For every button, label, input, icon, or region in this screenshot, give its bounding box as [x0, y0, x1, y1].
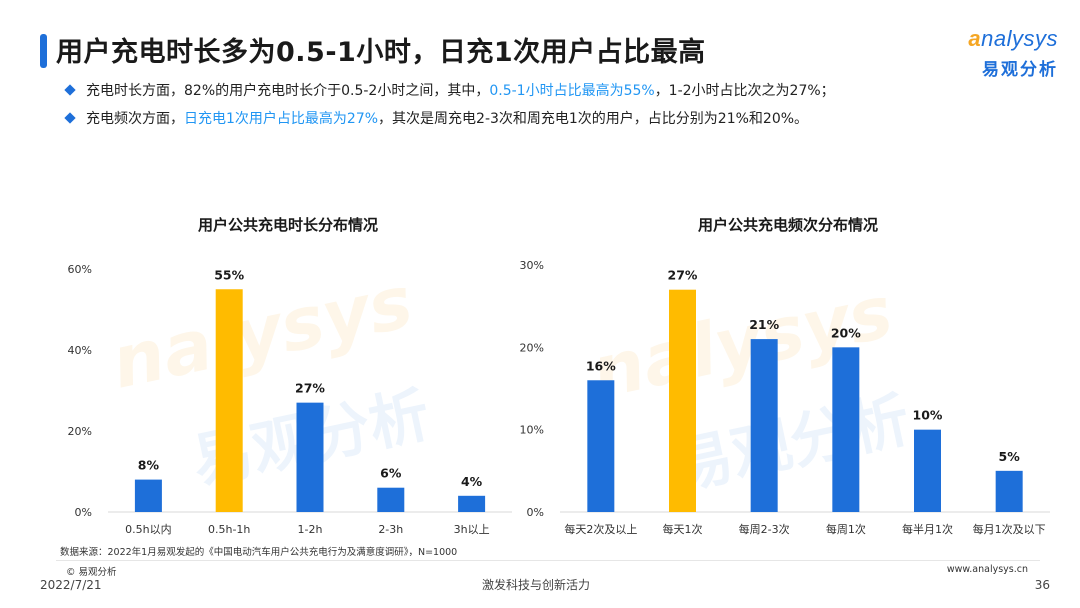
bullet-duration: 充电时长方面，82%的用户充电时长介于0.5-2小时之间，其中，0.5-1小时占…	[64, 80, 835, 100]
y-tick-label: 60%	[68, 263, 92, 276]
website-link[interactable]: www.analysys.cn	[946, 564, 1028, 575]
data-label: 8%	[138, 458, 160, 473]
logo-en: analysys	[968, 26, 1058, 51]
bar-frequency-4	[914, 429, 941, 512]
bar-frequency-1	[669, 289, 696, 512]
y-tick-label: 0%	[75, 506, 92, 519]
data-label: 21%	[749, 317, 779, 332]
bar-frequency-3	[832, 347, 860, 512]
x-category-label: 3h以上	[454, 523, 490, 536]
data-source-note: 数据来源：2022年1月易观发起的《中国电动汽车用户公共充电行为及满意度调研》，…	[60, 547, 458, 558]
chart-duration: 0% 20% 40% 60% 8% 0.5h以内 55% 0.5h-1h 27% 1-2h 6% 2-…	[68, 263, 512, 536]
x-category-label: 每半月1次	[902, 522, 953, 536]
chart-title-duration: 用户公共充电时长分布情况	[198, 216, 379, 234]
data-label: 27%	[668, 268, 698, 283]
y-tick-label: 30%	[520, 259, 544, 272]
bar-frequency-2	[750, 339, 778, 512]
chart-title-frequency: 用户公共充电频次分布情况	[698, 216, 879, 234]
title-accent-bar	[40, 34, 47, 68]
page-number: 36	[1034, 578, 1050, 592]
bar-frequency-0	[587, 380, 615, 512]
bar-duration-1	[215, 289, 243, 512]
y-tick-label: 20%	[520, 341, 544, 354]
slogan: 激发科技与创新活力	[482, 578, 591, 592]
bar-duration-0	[134, 479, 162, 512]
analysys-logo: analysys 易观分析	[950, 26, 1058, 80]
data-label: 10%	[913, 408, 943, 423]
data-label: 16%	[586, 358, 616, 373]
x-category-label: 每天2次及以上	[564, 522, 637, 536]
bar-duration-4	[458, 495, 486, 512]
x-category-label: 1-2h	[298, 523, 323, 536]
x-category-label: 每周2-3次	[739, 522, 790, 536]
logo-cn: 易观分析	[982, 60, 1058, 80]
data-label: 6%	[380, 466, 402, 481]
bar-duration-2	[296, 402, 324, 512]
x-category-label: 每周1次	[826, 522, 866, 536]
bar-duration-3	[377, 487, 405, 512]
page-title: 用户充电时长多为0.5-1小时，日充1次用户占比最高	[56, 37, 706, 68]
footer-divider	[56, 560, 1040, 561]
data-label: 20%	[831, 325, 861, 340]
x-category-label: 每天1次	[663, 522, 703, 536]
y-tick-label: 20%	[68, 425, 92, 438]
chart-frequency: 0% 10% 20% 30% 16% 每天2次及以上 27% 每天1次 21% 每周2-3次 20%…	[520, 259, 1050, 536]
y-tick-label: 10%	[520, 424, 544, 437]
x-category-label: 0.5h以内	[125, 522, 171, 536]
y-tick-label: 40%	[68, 344, 92, 357]
copyright: © 易观分析	[66, 567, 117, 578]
data-label: 27%	[295, 381, 325, 396]
y-tick-label: 0%	[527, 506, 544, 519]
data-label: 5%	[999, 449, 1021, 464]
date: 2022/7/21	[40, 578, 102, 592]
x-category-label: 2-3h	[378, 523, 403, 536]
data-label: 4%	[461, 474, 483, 489]
x-category-label: 每月1次及以下	[973, 522, 1046, 536]
bullet-frequency: 充电频次方面，日充电1次用户占比最高为27%，其次是周充电2-3次和周充电1次的…	[64, 108, 808, 128]
x-category-label: 0.5h-1h	[208, 523, 250, 536]
data-label: 55%	[214, 267, 244, 282]
bar-frequency-5	[995, 470, 1023, 512]
